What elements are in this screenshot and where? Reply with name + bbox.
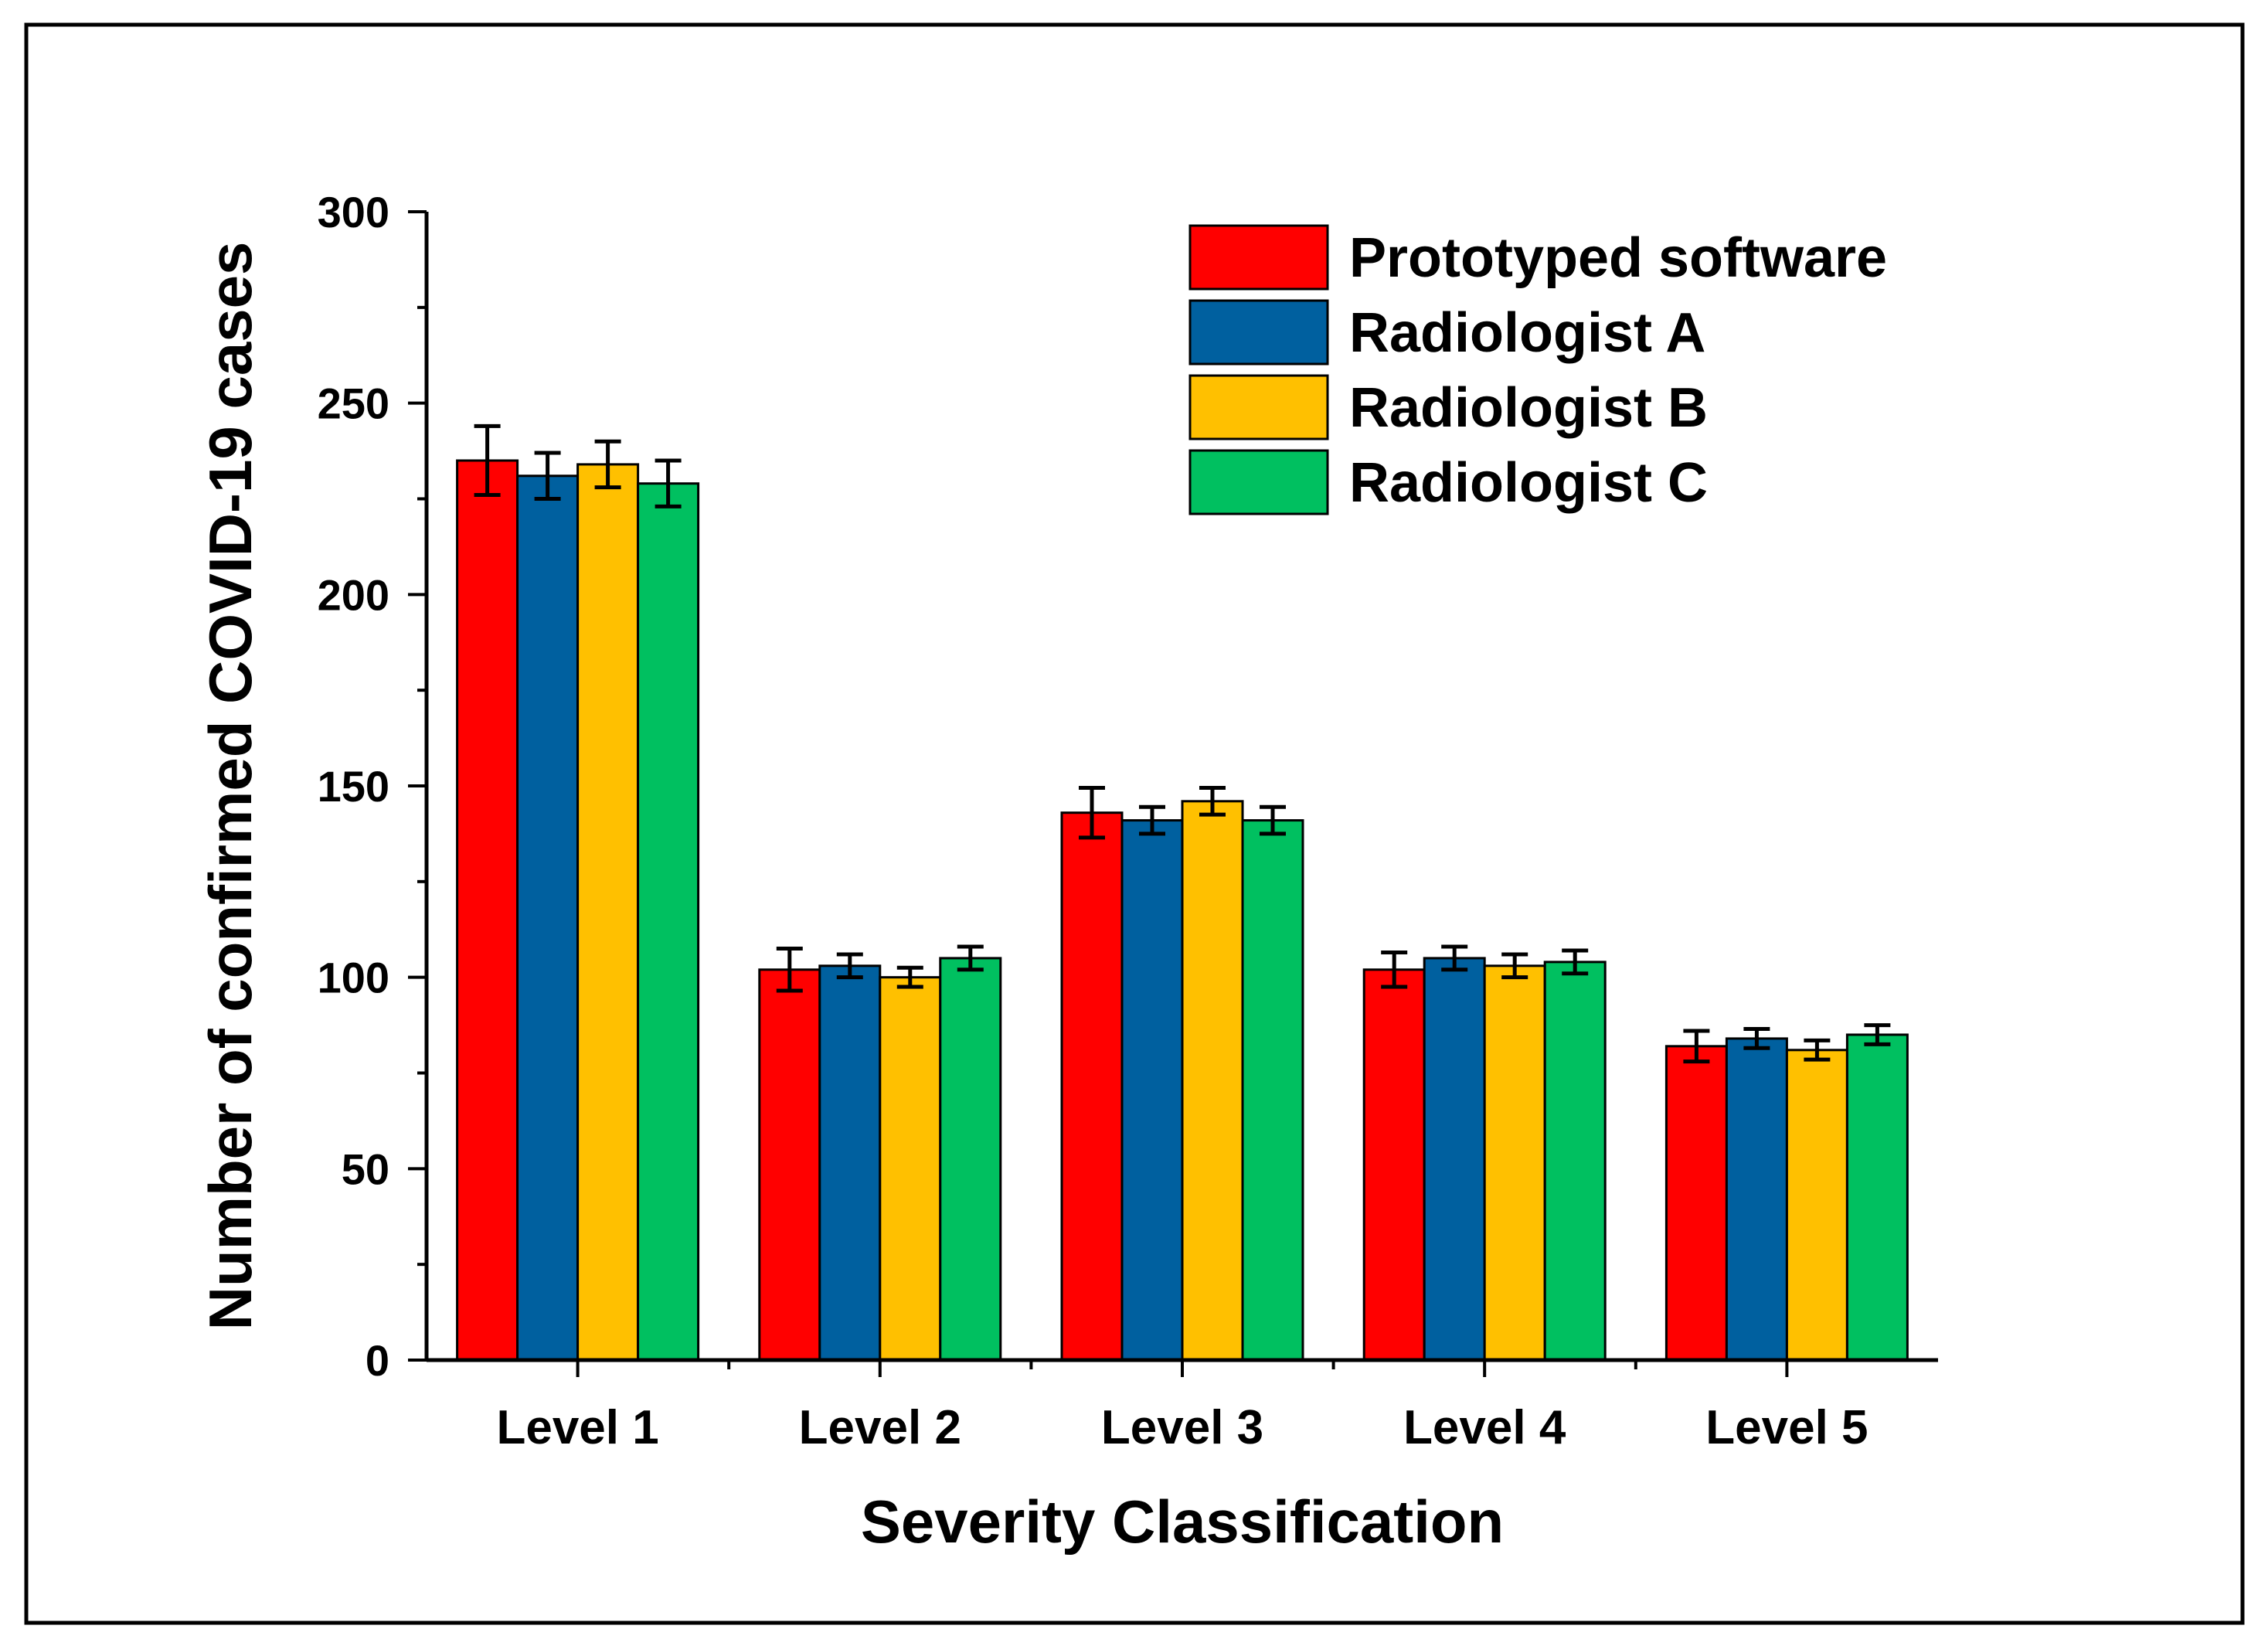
legend-swatch-3 [1188, 374, 1329, 440]
y-tick-label-0: 0 [366, 1336, 389, 1385]
legend-label-3: Radiologist B [1349, 377, 1708, 439]
y-axis-title: Number of confirmed COVID-19 cases [196, 242, 264, 1331]
bar-3-4 [1483, 964, 1546, 1362]
bar-3-3 [1181, 800, 1244, 1362]
bar-4-2 [939, 957, 1002, 1362]
bar-3-1 [576, 463, 640, 1362]
legend-swatch-4 [1188, 449, 1329, 515]
x-tick-label-5: Level 5 [1705, 1401, 1868, 1454]
bar-1-1 [456, 459, 519, 1362]
bar-4-5 [1845, 1033, 1909, 1362]
legend-label-4: Radiologist C [1349, 452, 1708, 514]
legend-swatch-1 [1188, 224, 1329, 291]
legend-swatch-2 [1188, 299, 1329, 366]
y-tick-label-50: 50 [342, 1144, 389, 1193]
legend-label-2: Radiologist A [1349, 302, 1705, 364]
x-tick-label-3: Level 3 [1101, 1401, 1263, 1454]
x-tick-label-1: Level 1 [496, 1401, 658, 1454]
bar-4-1 [637, 482, 700, 1362]
error-bars-group [474, 423, 1891, 1064]
y-tick-label-200: 200 [318, 570, 389, 619]
x-ticks-group: Level 1 Level 2 Level 3 Level 4 Level 5 [496, 1360, 1868, 1454]
bar-2-1 [516, 474, 580, 1362]
y-tick-label-150: 150 [318, 762, 389, 811]
x-tick-label-4: Level 4 [1403, 1401, 1566, 1454]
y-tick-label-300: 300 [318, 188, 389, 236]
bar-4-3 [1241, 819, 1304, 1362]
bar-3-5 [1785, 1049, 1848, 1362]
bar-1-3 [1060, 811, 1124, 1362]
bar-2-5 [1725, 1037, 1788, 1362]
bar-3-2 [879, 976, 942, 1362]
x-tick-label-2: Level 2 [799, 1401, 961, 1454]
bar-1-2 [758, 968, 821, 1362]
bar-2-2 [818, 964, 882, 1362]
bar-4-4 [1543, 961, 1607, 1362]
bar-1-5 [1664, 1045, 1728, 1362]
bar-2-3 [1120, 819, 1184, 1362]
bar-2-4 [1423, 957, 1486, 1362]
legend-label-1: Prototyped software [1349, 227, 1887, 289]
y-ticks-group: 0 50 100 150 200 250 300 [318, 188, 427, 1385]
x-axis-title: Severity Classification [861, 1488, 1504, 1556]
y-tick-label-100: 100 [318, 954, 389, 1002]
legend: Prototyped software Radiologist A Radiolog… [1188, 224, 1887, 515]
bar-1-4 [1362, 968, 1426, 1362]
y-tick-label-250: 250 [318, 379, 389, 428]
